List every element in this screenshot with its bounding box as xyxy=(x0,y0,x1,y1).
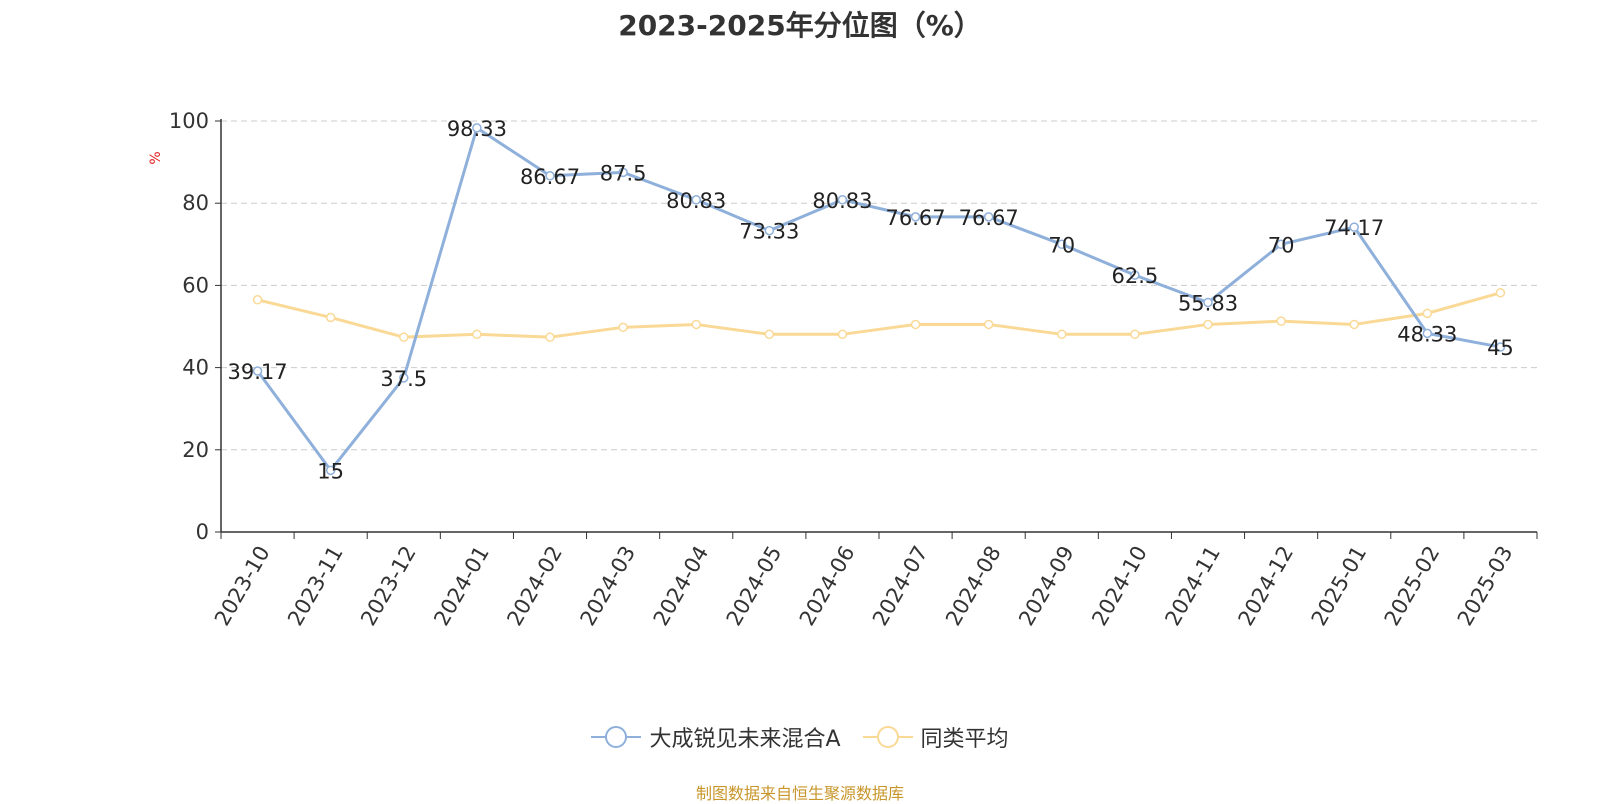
data-point-fund xyxy=(1130,270,1140,280)
data-point-fund xyxy=(252,366,263,376)
series-line-fund xyxy=(256,126,1501,472)
data-point-peer-average xyxy=(1057,329,1067,340)
data-label-fund: 73.33 xyxy=(739,220,799,244)
data-label-fund: 76.67 xyxy=(885,206,945,230)
x-tick-label: 2024-07 xyxy=(868,542,933,630)
x-tick-label: 2024-03 xyxy=(576,542,641,630)
data-label-fund: 48.33 xyxy=(1397,322,1457,346)
data-point-peer-average xyxy=(472,329,482,340)
data-point-peer-average xyxy=(837,329,848,340)
x-tick-label: 2023-12 xyxy=(356,542,421,630)
legend-marker-peer-average-icon xyxy=(862,725,913,749)
data-point-peer-average xyxy=(545,332,555,342)
data-label-fund: 86.67 xyxy=(520,165,580,189)
y-tick-label: 60 xyxy=(182,273,209,297)
x-tick-label: 2025-02 xyxy=(1380,542,1445,630)
data-label-fund: 62.5 xyxy=(1112,264,1159,288)
data-label-fund: 70 xyxy=(1048,233,1075,257)
data-point-peer-average xyxy=(1349,319,1359,330)
legend-label-peer-average: 同类平均 xyxy=(920,727,1009,752)
data-point-fund xyxy=(1349,222,1359,232)
legend-item-peer-average[interactable]: 同类平均 xyxy=(862,721,1009,753)
data-point-fund xyxy=(325,465,336,476)
axis-layer: 0 20 40 60 80 100 2023-10 2023-11 2023-12 2024-01… xyxy=(169,109,1538,630)
grid-layer xyxy=(221,120,1537,451)
data-point-fund xyxy=(1495,342,1506,352)
data-point-peer-average xyxy=(910,319,921,330)
x-tick-label: 2024-05 xyxy=(722,542,787,630)
label-layer: 39.17 15 37.5 98.33 86.67 87.5 80.83 73.33 80.83… xyxy=(227,117,1513,483)
data-label-fund: 87.5 xyxy=(600,161,647,185)
legend-item-fund[interactable]: 大成锐见未来混合A xyxy=(591,721,841,753)
x-tick-label: 2025-01 xyxy=(1307,542,1372,630)
x-tick-label: 2024-09 xyxy=(1014,542,1079,630)
data-point-peer-average xyxy=(1203,319,1213,330)
x-tick-label: 2025-03 xyxy=(1453,542,1518,630)
data-label-fund: 80.83 xyxy=(666,189,726,213)
y-tick-label: 0 xyxy=(196,520,209,544)
x-tick-label: 2024-11 xyxy=(1160,542,1225,630)
x-tick-label: 2024-10 xyxy=(1087,542,1152,630)
x-tick-label: 2024-01 xyxy=(429,542,494,630)
data-label-fund: 74.17 xyxy=(1324,216,1384,240)
data-point-peer-average xyxy=(399,332,409,342)
x-tick-label: 2024-08 xyxy=(941,542,1006,630)
data-point-peer-average xyxy=(618,322,628,333)
data-point-fund xyxy=(399,373,409,383)
data-point-peer-average xyxy=(1422,308,1433,319)
data-point-peer-average xyxy=(252,295,263,305)
data-point-fund xyxy=(545,171,555,181)
chart-title: 2023-2025年分位图（%） xyxy=(618,9,982,42)
y-tick-label: 40 xyxy=(182,356,209,380)
data-point-fund xyxy=(691,195,701,205)
data-point-fund xyxy=(618,167,628,178)
x-tick-label: 2024-06 xyxy=(795,542,860,630)
data-label-fund: 37.5 xyxy=(380,367,427,391)
series-layer xyxy=(252,123,1506,476)
data-point-peer-average xyxy=(764,329,775,340)
series-line-peer-average xyxy=(257,291,1501,339)
data-point-fund xyxy=(1276,239,1286,250)
data-label-fund: 39.17 xyxy=(227,360,287,384)
data-point-fund xyxy=(1057,239,1067,250)
data-label-fund: 70 xyxy=(1268,233,1295,257)
legend-label-fund: 大成锐见未来混合A xyxy=(649,727,841,752)
y-axis-title: % xyxy=(148,151,164,164)
legend: 大成锐见未来混合A 同类平均 xyxy=(0,722,1600,752)
data-point-fund xyxy=(472,123,482,133)
data-point-peer-average xyxy=(1495,288,1506,298)
legend-marker-fund-icon xyxy=(591,725,642,749)
data-point-peer-average xyxy=(325,312,336,323)
data-point-peer-average xyxy=(1130,329,1140,340)
data-label-fund: 55.83 xyxy=(1178,292,1238,316)
data-label-fund: 45 xyxy=(1487,336,1514,360)
x-tick-label: 2024-04 xyxy=(649,542,714,630)
data-point-peer-average xyxy=(1276,316,1286,326)
data-point-fund xyxy=(1203,297,1213,308)
data-point-fund xyxy=(764,225,775,236)
data-label-fund: 76.67 xyxy=(959,206,1019,230)
y-tick-label: 20 xyxy=(182,438,209,462)
data-label-fund: 15 xyxy=(317,459,344,483)
source-note: 制图数据来自恒生聚源数据库 xyxy=(695,784,904,803)
data-point-peer-average xyxy=(691,319,701,330)
x-tick-label: 2023-10 xyxy=(210,542,275,630)
data-point-fund xyxy=(983,212,994,222)
x-tick-label: 2023-11 xyxy=(283,542,348,630)
y-tick-label: 80 xyxy=(182,191,209,215)
data-point-peer-average xyxy=(983,319,994,330)
data-point-fund xyxy=(1422,328,1433,339)
data-point-fund xyxy=(910,212,921,222)
data-label-fund: 98.33 xyxy=(447,117,507,141)
data-point-fund xyxy=(837,195,848,205)
data-label-fund: 80.83 xyxy=(812,189,872,213)
x-tick-label: 2024-02 xyxy=(502,542,567,630)
y-tick-label: 100 xyxy=(169,109,209,133)
x-tick-label: 2024-12 xyxy=(1234,542,1299,630)
